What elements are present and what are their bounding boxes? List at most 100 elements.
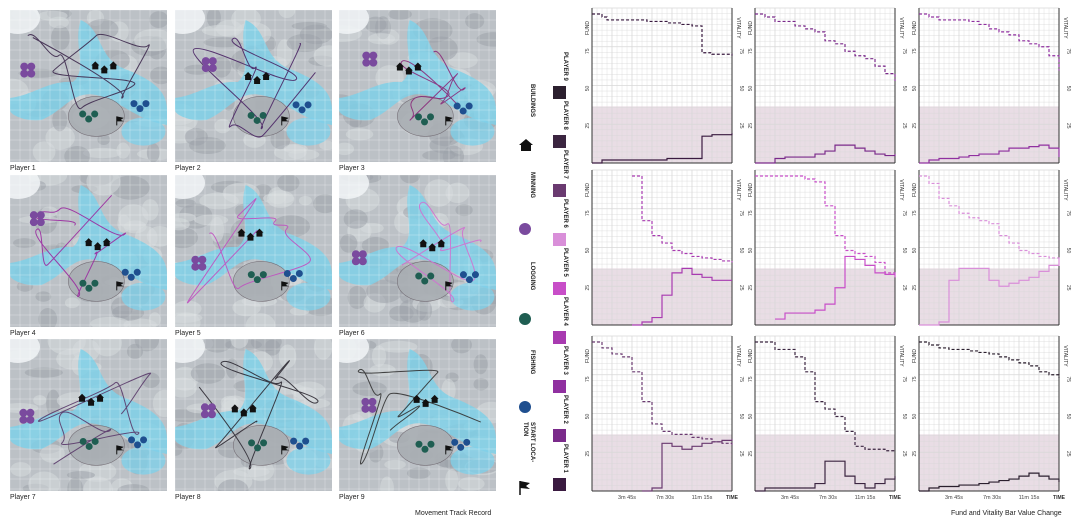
chart-panel: FUND VITALITY 75 75 50 50 25 25 bbox=[912, 7, 1071, 164]
y-tick-label: 75 bbox=[901, 210, 907, 216]
map-caption: Player 3 bbox=[339, 165, 365, 172]
y-tick-label: 75 bbox=[748, 376, 754, 382]
y-tick-label: 50 bbox=[738, 248, 744, 254]
y-tick-label: 50 bbox=[912, 248, 918, 254]
y-tick-label: 75 bbox=[1065, 48, 1071, 54]
vitality-line bbox=[755, 144, 896, 164]
y-tick-label: 75 bbox=[901, 48, 907, 54]
map-caption: Player 8 bbox=[175, 494, 201, 501]
vitality-line bbox=[919, 472, 1060, 492]
chart-panel: FUND VITALITY 75 75 50 50 25 25 3m 45s 7m 30s 11m … bbox=[748, 335, 907, 501]
chart-panel: FUND VITALITY 75 75 50 50 25 25 bbox=[912, 169, 1071, 326]
y-tick-label: 75 bbox=[738, 210, 744, 216]
y-tick-label: 25 bbox=[912, 123, 918, 129]
x-tick-label: 3m 45s bbox=[618, 495, 636, 501]
y-tick-label: 25 bbox=[738, 123, 744, 129]
y-tick-label: 50 bbox=[748, 86, 754, 92]
y-tick-label: 75 bbox=[585, 210, 591, 216]
fund-axis-label: FUND bbox=[585, 183, 591, 197]
y-tick-label: 75 bbox=[901, 376, 907, 382]
y-tick-label: 50 bbox=[585, 248, 591, 254]
fund-line bbox=[592, 341, 733, 447]
player-swatch bbox=[553, 429, 566, 442]
y-tick-label: 50 bbox=[1065, 86, 1071, 92]
y-tick-label: 75 bbox=[912, 376, 918, 382]
fund-axis-label: FUND bbox=[585, 21, 591, 35]
fund-axis-label: FUND bbox=[912, 183, 918, 197]
player-swatch bbox=[553, 184, 566, 197]
y-tick-label: 75 bbox=[748, 48, 754, 54]
y-tick-label: 75 bbox=[912, 48, 918, 54]
y-tick-label: 75 bbox=[585, 48, 591, 54]
map-tile bbox=[175, 10, 332, 162]
y-tick-label: 50 bbox=[912, 414, 918, 420]
movement-track-title: Movement Track Record bbox=[415, 510, 492, 517]
y-tick-label: 25 bbox=[738, 285, 744, 291]
mining-dot-icon bbox=[519, 223, 531, 235]
fund-line bbox=[755, 175, 896, 275]
player-label: PLAYER 6 bbox=[562, 199, 568, 228]
vitality-line bbox=[592, 133, 733, 164]
fund-line bbox=[632, 175, 733, 263]
y-tick-label: 25 bbox=[1065, 285, 1071, 291]
map-tile bbox=[10, 339, 167, 491]
y-tick-label: 25 bbox=[738, 451, 744, 457]
vitality-line bbox=[642, 438, 733, 492]
y-tick-label: 25 bbox=[585, 285, 591, 291]
chart-panel: FUND VITALITY 75 75 50 50 25 25 bbox=[748, 7, 907, 164]
y-tick-label: 50 bbox=[901, 248, 907, 254]
fund-line bbox=[592, 13, 733, 56]
vitality-line bbox=[632, 267, 732, 326]
vitality-axis-label: VITALITY bbox=[735, 345, 741, 367]
player-label: PLAYER 1 bbox=[562, 444, 568, 473]
fund-line bbox=[919, 341, 1060, 378]
fund-line bbox=[755, 13, 896, 82]
x-tick-label: 3m 45s bbox=[945, 495, 963, 501]
house-icon bbox=[519, 139, 533, 151]
map-caption: Player 2 bbox=[175, 165, 201, 172]
player-label: PLAYER 7 bbox=[562, 150, 568, 179]
y-tick-label: 25 bbox=[585, 451, 591, 457]
fund-axis-label: FUND bbox=[912, 21, 918, 35]
chart-section-title: Fund and Vitality Bar Value Change bbox=[951, 510, 1062, 517]
y-tick-label: 25 bbox=[748, 451, 754, 457]
y-tick-label: 75 bbox=[738, 48, 744, 54]
vitality-line bbox=[919, 144, 1060, 164]
vitality-axis-label: VITALITY bbox=[898, 17, 904, 39]
y-tick-label: 75 bbox=[585, 376, 591, 382]
player-swatch bbox=[553, 282, 566, 295]
fund-line bbox=[755, 341, 895, 452]
y-tick-label: 75 bbox=[912, 210, 918, 216]
logging-dot-icon bbox=[519, 313, 531, 325]
map-caption: Player 7 bbox=[10, 494, 36, 501]
flag-icon bbox=[519, 481, 530, 495]
x-tick-label: 7m 30s bbox=[819, 495, 837, 501]
y-tick-label: 50 bbox=[1065, 248, 1071, 254]
fishing-dot-icon bbox=[519, 401, 531, 413]
fund-line bbox=[919, 13, 1060, 71]
map-tile bbox=[175, 175, 332, 327]
y-tick-label: 50 bbox=[901, 86, 907, 92]
y-tick-label: 25 bbox=[748, 285, 754, 291]
map-caption: Player 9 bbox=[339, 494, 365, 501]
map-tile bbox=[10, 10, 167, 162]
vitality-axis-label: VITALITY bbox=[1062, 17, 1068, 39]
x-tick-label: 7m 30s bbox=[656, 495, 674, 501]
map-tile bbox=[339, 10, 496, 162]
player-label: PLAYER 8 bbox=[562, 101, 568, 130]
y-tick-label: 25 bbox=[901, 451, 907, 457]
player-label: PLAYER 4 bbox=[562, 297, 568, 326]
player-swatch bbox=[553, 86, 566, 99]
player-label: PLAYER 9 bbox=[562, 52, 568, 81]
player-swatch bbox=[553, 331, 566, 344]
player-swatch bbox=[553, 233, 566, 246]
chart-panel: FUND VITALITY 75 75 50 50 25 25 bbox=[585, 7, 744, 164]
player-label: PLAYER 5 bbox=[562, 248, 568, 277]
y-tick-label: 25 bbox=[1065, 123, 1071, 129]
y-tick-label: 25 bbox=[1065, 451, 1071, 457]
player-label: PLAYER 3 bbox=[562, 346, 568, 375]
vitality-axis-label: VITALITY bbox=[735, 17, 741, 39]
legend-buildings-label: BUILDINGS bbox=[529, 84, 535, 117]
legend-fishing-label: FISHING bbox=[529, 350, 535, 375]
player-label: PLAYER 2 bbox=[562, 395, 568, 424]
